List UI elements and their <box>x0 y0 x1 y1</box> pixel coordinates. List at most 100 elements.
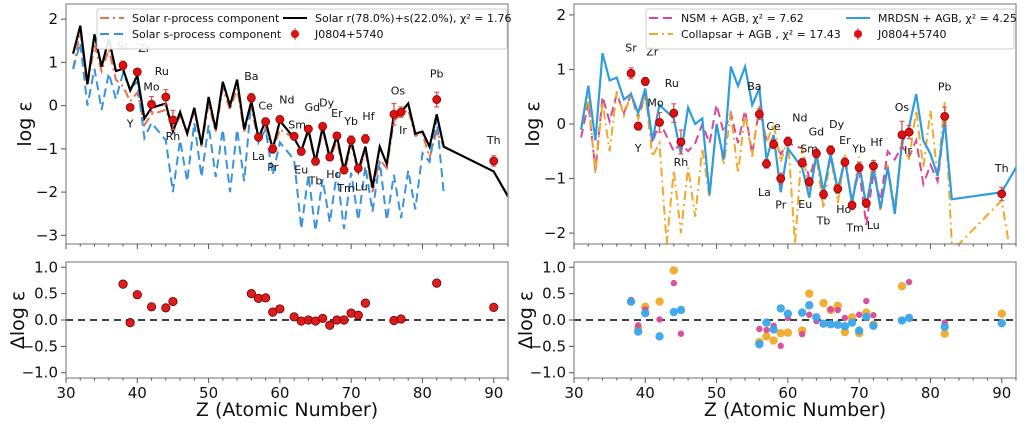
data-point-mo <box>655 117 664 127</box>
element-label: Tb <box>308 174 323 187</box>
data-point-gd <box>811 149 821 158</box>
element-label: Ir <box>399 124 407 137</box>
residual-point <box>396 314 406 324</box>
data-point-yb <box>346 135 356 145</box>
element-label: Sm <box>288 118 306 131</box>
data-point-lu <box>353 163 363 173</box>
x-tick-label: 50 <box>707 384 726 402</box>
data-point-ho <box>325 152 335 162</box>
element-label: La <box>252 150 265 163</box>
residual-point <box>806 311 813 318</box>
residual-point <box>246 289 256 299</box>
element-label: Ba <box>747 80 761 93</box>
data-point-pr <box>268 144 278 154</box>
element-label: Lu <box>867 219 880 232</box>
residual-point <box>904 313 914 323</box>
residual-point <box>769 336 778 345</box>
data-point-y <box>125 102 135 112</box>
residual-point <box>676 305 686 315</box>
element-label: Ir <box>904 144 912 157</box>
legend-marker <box>854 30 862 38</box>
element-label: Pb <box>430 68 444 81</box>
x-tick-label: 60 <box>270 384 289 402</box>
residual-point <box>769 325 778 334</box>
element-label: Ho <box>326 168 341 181</box>
y-tick-label: 1 <box>556 60 566 78</box>
data-point-hf <box>361 134 370 144</box>
x-tick-label: 90 <box>992 384 1011 402</box>
y-tick-label: 1.0 <box>34 258 58 276</box>
x-tick-label: 40 <box>636 384 655 402</box>
data-point-th <box>489 156 499 166</box>
residual-point <box>997 309 1006 318</box>
residual-point <box>626 297 636 306</box>
residual-point <box>905 278 913 286</box>
element-label: Nd <box>792 111 807 124</box>
y-tick-label: 0.5 <box>34 285 58 303</box>
x-tick-label: 90 <box>484 384 503 402</box>
data-point-pr <box>776 174 786 183</box>
y-tick-label: −0.5 <box>22 337 58 355</box>
data-point-er <box>332 131 342 141</box>
element-label: Yb <box>343 115 358 128</box>
residual-point <box>261 293 271 303</box>
residual-point <box>798 331 806 338</box>
element-label: Sr <box>625 41 637 54</box>
data-point-la <box>762 159 771 169</box>
y-tick-label: −2 <box>36 183 58 201</box>
residual-point <box>827 306 834 313</box>
residual-point <box>783 309 793 318</box>
element-label: Tm <box>336 182 354 195</box>
residual-point <box>819 298 828 308</box>
residual-point <box>489 302 499 312</box>
data-point-ce <box>769 139 779 149</box>
element-label: Er <box>839 134 851 147</box>
y-axis-label: Δlog ε <box>515 291 537 349</box>
element-label: Hf <box>870 136 883 149</box>
residual-point <box>862 312 871 322</box>
residual-point <box>762 332 771 341</box>
x-tick-label: 40 <box>128 384 147 402</box>
data-point-rh <box>168 115 178 125</box>
element-label: Rh <box>674 156 689 169</box>
data-point-la <box>254 132 263 142</box>
element-label: Ru <box>155 65 169 78</box>
data-point-sm <box>797 158 807 168</box>
y-axis-label: log ε <box>522 101 544 146</box>
x-axis-label: Z (Atomic Number) <box>704 399 886 421</box>
data-point-ce <box>261 117 271 127</box>
element-label: Mo <box>647 96 663 109</box>
element-label: Dy <box>829 118 844 131</box>
element-label: Tb <box>816 214 831 227</box>
data-point-gd <box>303 124 313 134</box>
residual-point <box>819 319 828 328</box>
element-label: Y <box>126 117 134 130</box>
y-tick-label: 1.0 <box>542 258 566 276</box>
data-point-zr <box>132 67 142 77</box>
residual-point <box>670 279 678 287</box>
residual-point <box>812 313 821 322</box>
element-label: Ce <box>258 100 273 113</box>
element-label: Rh <box>166 130 181 143</box>
element-label: Tm <box>845 221 863 234</box>
residual-point <box>360 298 371 308</box>
element-label: Eu <box>798 198 812 211</box>
residual-point <box>940 329 949 338</box>
residual-point <box>841 314 849 322</box>
data-point-hf <box>869 161 878 171</box>
legend-box <box>96 8 508 50</box>
element-label: Mo <box>143 80 159 93</box>
y-tick-label: −2 <box>544 224 566 242</box>
data-point-ho <box>833 184 843 194</box>
residual-point <box>325 320 335 330</box>
y-tick-label: 2 <box>556 6 566 24</box>
element-label: Er <box>331 107 343 120</box>
x-tick-label: 30 <box>56 384 75 402</box>
element-label: Ba <box>244 70 258 83</box>
residual-point <box>847 318 857 327</box>
residual-point <box>840 322 850 331</box>
residual-point <box>854 326 864 335</box>
data-point-dy <box>826 145 836 155</box>
element-label: Gd <box>305 101 321 114</box>
data-point-nd <box>783 137 793 146</box>
